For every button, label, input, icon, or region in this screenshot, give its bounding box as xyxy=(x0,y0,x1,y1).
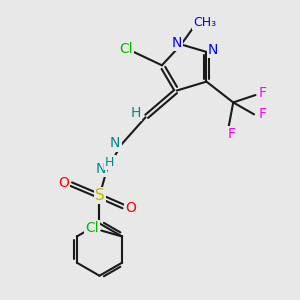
Text: S: S xyxy=(95,188,105,203)
Text: CH₃: CH₃ xyxy=(193,16,216,29)
Text: N: N xyxy=(172,36,182,50)
Text: Cl: Cl xyxy=(119,42,133,56)
Text: Cl: Cl xyxy=(85,221,99,235)
Text: O: O xyxy=(58,176,69,190)
Text: N: N xyxy=(208,43,218,56)
Text: F: F xyxy=(259,85,267,100)
Text: N: N xyxy=(110,136,120,151)
Text: F: F xyxy=(258,107,266,121)
Text: H: H xyxy=(131,106,141,120)
Text: H: H xyxy=(105,156,115,169)
Text: O: O xyxy=(125,201,136,215)
Text: N: N xyxy=(95,162,106,176)
Text: F: F xyxy=(227,127,235,141)
